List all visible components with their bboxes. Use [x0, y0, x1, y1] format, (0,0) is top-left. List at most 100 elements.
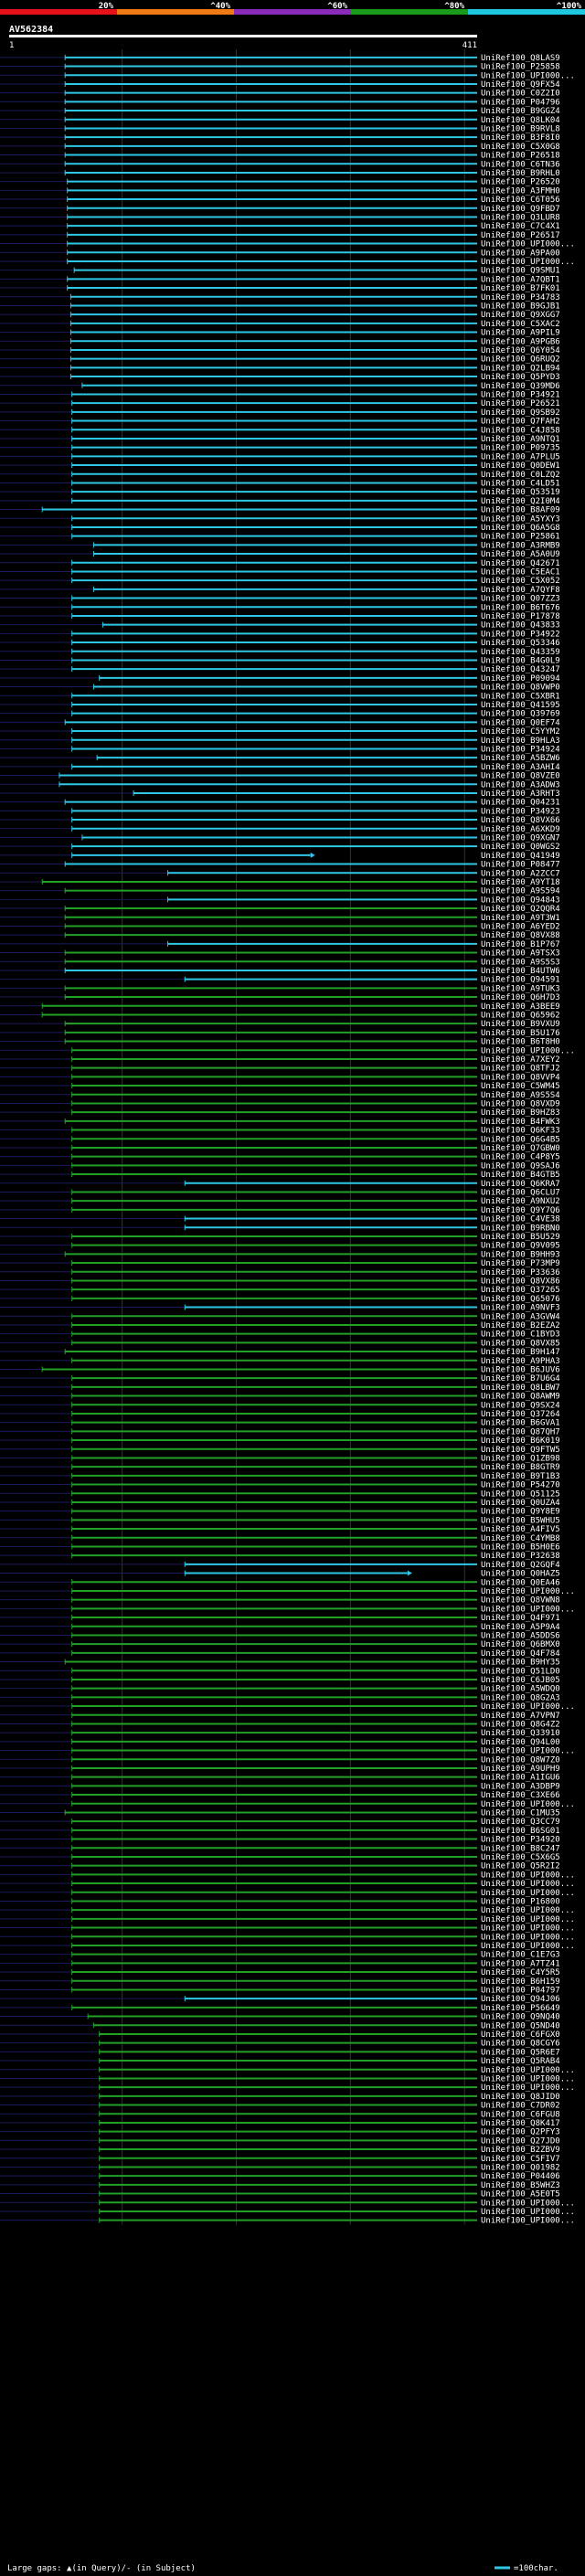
- hit-label[interactable]: UniRef100_Q42671: [481, 559, 560, 568]
- hit-label[interactable]: UniRef100_C5WM45: [481, 1082, 560, 1091]
- hit-label[interactable]: UniRef100_A6XKD9: [481, 825, 560, 834]
- hit-label[interactable]: UniRef100_Q0EF74: [481, 718, 560, 727]
- hit-label[interactable]: UniRef100_Q94843: [481, 896, 560, 905]
- hit-label[interactable]: UniRef100_B8C247: [481, 1844, 560, 1853]
- hit-label[interactable]: UniRef100_A5YXY3: [481, 514, 560, 524]
- hit-label[interactable]: UniRef100_Q51125: [481, 1489, 560, 1499]
- hit-label[interactable]: UniRef100_UPI000...: [481, 71, 575, 80]
- hit-label[interactable]: UniRef100_Q8VX66: [481, 816, 560, 825]
- hit-label[interactable]: UniRef100_UPI000...: [481, 1747, 575, 1756]
- hit-label[interactable]: UniRef100_P09094: [481, 674, 560, 684]
- hit-label[interactable]: UniRef100_Q8VZE0: [481, 772, 560, 781]
- hit-label[interactable]: UniRef100_A9PA00: [481, 249, 560, 258]
- hit-label[interactable]: UniRef100_Q9XGN7: [481, 833, 560, 843]
- hit-label[interactable]: UniRef100_P26518: [481, 152, 560, 161]
- hit-label[interactable]: UniRef100_Q8VX86: [481, 1277, 560, 1286]
- hit-label[interactable]: UniRef100_A3ADW3: [481, 780, 560, 790]
- hit-label[interactable]: UniRef100_B4G0L9: [481, 656, 560, 665]
- hit-label[interactable]: UniRef100_Q8AWM9: [481, 1393, 560, 1402]
- hit-label[interactable]: UniRef100_Q6CLU7: [481, 1188, 560, 1197]
- hit-label[interactable]: UniRef100_A9UPH9: [481, 1765, 560, 1774]
- hit-label[interactable]: UniRef100_P04796: [481, 98, 560, 107]
- hit-label[interactable]: UniRef100_P34783: [481, 293, 560, 302]
- hit-label[interactable]: UniRef100_A5A0U9: [481, 550, 560, 559]
- hit-label[interactable]: UniRef100_P33636: [481, 1268, 560, 1277]
- hit-label[interactable]: UniRef100_UPI000...: [481, 240, 575, 249]
- hit-label[interactable]: UniRef100_Q8G4Z2: [481, 1720, 560, 1729]
- hit-label[interactable]: UniRef100_P34922: [481, 630, 560, 639]
- hit-label[interactable]: UniRef100_Q8JID0: [481, 2093, 560, 2102]
- hit-label[interactable]: UniRef100_B9HH93: [481, 1250, 560, 1259]
- hit-label[interactable]: UniRef100_Q9Y7Q6: [481, 1206, 560, 1215]
- hit-label[interactable]: UniRef100_Q37264: [481, 1410, 560, 1419]
- hit-label[interactable]: UniRef100_UPI000...: [481, 2066, 575, 2075]
- hit-label[interactable]: UniRef100_A5E0T5: [481, 2190, 560, 2200]
- hit-label[interactable]: UniRef100_B9GJB1: [481, 302, 560, 311]
- hit-label[interactable]: UniRef100_Q3LUR8: [481, 213, 560, 222]
- hit-label[interactable]: UniRef100_UPI000...: [481, 1702, 575, 1712]
- hit-label[interactable]: UniRef100_B9RVL8: [481, 124, 560, 133]
- hit-label[interactable]: UniRef100_Q37265: [481, 1286, 560, 1295]
- hit-label[interactable]: UniRef100_Q8LK04: [481, 116, 560, 125]
- hit-label[interactable]: UniRef100_Q8VVP4: [481, 1073, 560, 1082]
- hit-label[interactable]: UniRef100_Q3CC79: [481, 1818, 560, 1827]
- hit-label[interactable]: UniRef100_B2EZA2: [481, 1321, 560, 1330]
- hit-label[interactable]: UniRef100_Q9NQ40: [481, 2013, 560, 2022]
- hit-label[interactable]: UniRef100_P25861: [481, 533, 560, 542]
- hit-label[interactable]: UniRef100_P09735: [481, 444, 560, 453]
- hit-label[interactable]: UniRef100_B6T8H0: [481, 1038, 560, 1047]
- hit-label[interactable]: UniRef100_Q8G2A3: [481, 1693, 560, 1702]
- hit-label[interactable]: UniRef100_C0Z2I0: [481, 90, 560, 99]
- hit-label[interactable]: UniRef100_Q1ZB98: [481, 1454, 560, 1463]
- hit-label[interactable]: UniRef100_B9GGZ4: [481, 107, 560, 116]
- hit-label[interactable]: UniRef100_A7VPN7: [481, 1712, 560, 1721]
- hit-label[interactable]: UniRef100_B5H0E6: [481, 1542, 560, 1552]
- hit-label[interactable]: UniRef100_Q4F784: [481, 1649, 560, 1659]
- hit-label[interactable]: UniRef100_B6GVA1: [481, 1419, 560, 1428]
- hit-label[interactable]: UniRef100_Q4F971: [481, 1614, 560, 1623]
- hit-label[interactable]: UniRef100_A9TUK3: [481, 984, 560, 993]
- hit-label[interactable]: UniRef100_C4VE38: [481, 1215, 560, 1224]
- hit-label[interactable]: UniRef100_B9T1B3: [481, 1472, 560, 1481]
- hit-label[interactable]: UniRef100_A9NVF3: [481, 1304, 560, 1313]
- hit-label[interactable]: UniRef100_P16800: [481, 1897, 560, 1906]
- hit-label[interactable]: UniRef100_P25858: [481, 63, 560, 72]
- hit-label[interactable]: UniRef100_A4FIV5: [481, 1525, 560, 1534]
- hit-label[interactable]: UniRef100_A3RHT3: [481, 790, 560, 799]
- hit-label[interactable]: UniRef100_Q2PFY3: [481, 2128, 560, 2137]
- hit-label[interactable]: UniRef100_A9TSX3: [481, 949, 560, 959]
- hit-label[interactable]: UniRef100_C5X6G5: [481, 1853, 560, 1862]
- hit-label[interactable]: UniRef100_C1MU35: [481, 1808, 560, 1818]
- hit-label[interactable]: UniRef100_Q8VXD9: [481, 1099, 560, 1108]
- hit-label[interactable]: UniRef100_Q9V095: [481, 1242, 560, 1251]
- hit-label[interactable]: UniRef100_Q9Y8E9: [481, 1508, 560, 1517]
- hit-label[interactable]: UniRef100_Q07ZZ3: [481, 595, 560, 604]
- hit-label[interactable]: UniRef100_P34921: [481, 390, 560, 399]
- hit-label[interactable]: UniRef100_UPI000...: [481, 1800, 575, 1809]
- hit-label[interactable]: UniRef100_Q0UZA4: [481, 1499, 560, 1508]
- hit-label[interactable]: UniRef100_Q8VX85: [481, 1339, 560, 1348]
- hit-label[interactable]: UniRef100_UPI000...: [481, 2217, 575, 2226]
- hit-label[interactable]: UniRef100_C5X0G8: [481, 143, 560, 152]
- hit-label[interactable]: UniRef100_Q04231: [481, 799, 560, 808]
- hit-label[interactable]: UniRef100_Q65076: [481, 1295, 560, 1304]
- hit-label[interactable]: UniRef100_P17878: [481, 612, 560, 621]
- hit-label[interactable]: UniRef100_Q43833: [481, 621, 560, 631]
- hit-label[interactable]: UniRef100_P26517: [481, 231, 560, 240]
- hit-label[interactable]: UniRef100_UPI000...: [481, 1924, 575, 1934]
- hit-label[interactable]: UniRef100_Q8CGY6: [481, 2040, 560, 2049]
- hit-label[interactable]: UniRef100_A9S5S4: [481, 1091, 560, 1100]
- hit-label[interactable]: UniRef100_Q39769: [481, 710, 560, 719]
- hit-label[interactable]: UniRef100_Q8VX88: [481, 931, 560, 940]
- hit-label[interactable]: UniRef100_UPI000...: [481, 2083, 575, 2093]
- hit-label[interactable]: UniRef100_B5WHU5: [481, 1516, 560, 1525]
- hit-label[interactable]: UniRef100_Q9SB92: [481, 408, 560, 418]
- hit-label[interactable]: UniRef100_UPI000...: [481, 2208, 575, 2217]
- hit-label[interactable]: UniRef100_Q33910: [481, 1729, 560, 1738]
- hit-label[interactable]: UniRef100_B8GTR9: [481, 1463, 560, 1472]
- hit-label[interactable]: UniRef100_Q65962: [481, 1011, 560, 1020]
- hit-label[interactable]: UniRef100_C4YMB8: [481, 1534, 560, 1543]
- hit-label[interactable]: UniRef100_UPI000...: [481, 1942, 575, 1951]
- hit-label[interactable]: UniRef100_A5WDQ0: [481, 1685, 560, 1694]
- hit-label[interactable]: UniRef100_Q7FAH2: [481, 418, 560, 427]
